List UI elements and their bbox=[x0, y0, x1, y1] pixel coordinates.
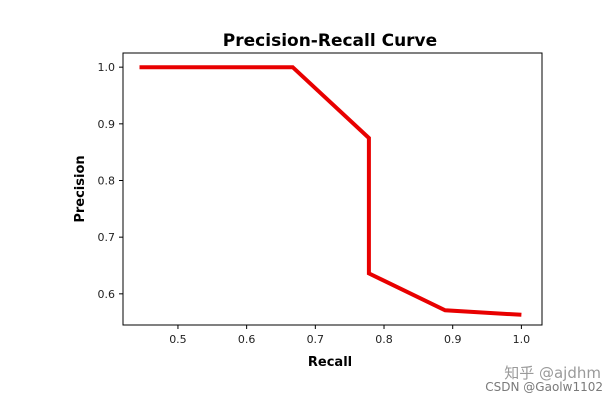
y-tick-label: 0.8 bbox=[98, 175, 116, 188]
chart-title: Precision-Recall Curve bbox=[223, 31, 437, 51]
precision-recall-line bbox=[139, 65, 522, 317]
x-axis-label: Recall bbox=[308, 355, 352, 370]
x-tick-label: 0.8 bbox=[375, 333, 393, 346]
csdn-watermark: CSDN @Gaolw1102 bbox=[485, 380, 603, 394]
y-tick-label: 1.0 bbox=[98, 61, 116, 74]
zhihu-watermark: 知乎 @ajdhm bbox=[504, 364, 601, 382]
x-tick-label: 1.0 bbox=[513, 333, 531, 346]
x-tick-label: 0.6 bbox=[238, 333, 256, 346]
x-tick-label: 0.7 bbox=[307, 333, 325, 346]
y-tick-label: 0.9 bbox=[98, 118, 116, 131]
y-axis-label: Precision bbox=[73, 155, 88, 222]
plot-area-frame bbox=[122, 52, 543, 326]
x-axis-ticks: 0.5 0.6 0.7 0.8 0.9 1.0 bbox=[169, 325, 530, 346]
y-tick-label: 0.7 bbox=[98, 231, 116, 244]
x-tick-label: 0.9 bbox=[444, 333, 462, 346]
series-layer bbox=[139, 65, 522, 317]
y-axis-ticks: 0.6 0.7 0.8 0.9 1.0 bbox=[98, 61, 123, 301]
y-tick-label: 0.6 bbox=[98, 288, 116, 301]
x-tick-label: 0.5 bbox=[169, 333, 187, 346]
